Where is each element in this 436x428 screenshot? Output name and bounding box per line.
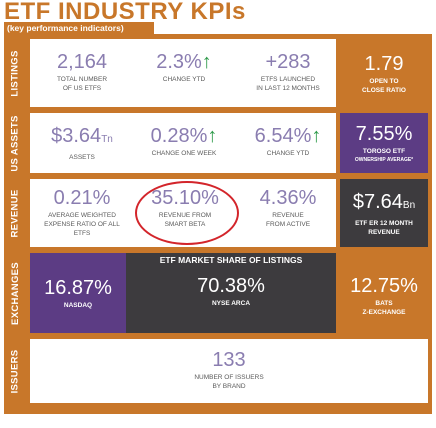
kpi-listings-change-ytd: 2.3%↑ CHANGE YTD bbox=[156, 51, 212, 83]
row-label-us-assets: US ASSETS bbox=[9, 114, 21, 172]
highlight-circle bbox=[135, 181, 239, 245]
kpi-assets: $3.64Tn ASSETS bbox=[51, 125, 113, 161]
listings-panel: 2,164 TOTAL NUMBER OF US ETFs 2.3%↑ CHAN… bbox=[30, 39, 336, 107]
page-title: ETF INDUSTRY KPIs bbox=[4, 0, 246, 25]
kpi-smart-beta-revenue: 35.10% REVENUE FROM SMART BETA bbox=[151, 187, 219, 228]
kpi-change-one-week: 0.28%↑ CHANGE ONE WEEK bbox=[150, 125, 218, 157]
up-arrow-icon: ↑ bbox=[201, 51, 212, 73]
kpi-toroso-ownership: 7.55% TOROSO ETF OWNERSHIP AVERAGE* bbox=[340, 113, 428, 173]
row-revenue: REVENUE 0.21% AVERAGE WEIGHTED EXPENSE R… bbox=[4, 176, 432, 250]
up-arrow-icon: ↑ bbox=[207, 125, 218, 147]
up-arrow-icon: ↑ bbox=[311, 125, 322, 147]
exchanges-heading: ETF MARKET SHARE OF LISTINGS bbox=[159, 255, 303, 265]
kpi-expense-ratio: 0.21% AVERAGE WEIGHTED EXPENSE RATIO OF … bbox=[44, 187, 120, 237]
kpi-etfs-launched: +283 ETFs LAUNCHED IN LAST 12 MONTHS bbox=[256, 51, 320, 92]
kpi-etf-er-revenue: $7.64Bn ETF ER 12 MONTH REVENUE bbox=[340, 179, 428, 247]
row-label-issuers: ISSUERS bbox=[9, 349, 21, 393]
row-exchanges: EXCHANGES 16.87% NASDAQ ETF MARKET SHARE… bbox=[4, 250, 432, 336]
row-label-exchanges: EXCHANGES bbox=[9, 261, 21, 325]
kpi-bats-share: 12.75% BATS Z-EXCHANGE bbox=[340, 253, 428, 333]
kpi-nyse-share: ETF MARKET SHARE OF LISTINGS 70.38% NYSE… bbox=[126, 253, 336, 333]
kpi-open-close-ratio: 1.79 OPEN TO CLOSE RATIO bbox=[340, 39, 428, 107]
row-listings: LISTINGS 2,164 TOTAL NUMBER OF US ETFs 2… bbox=[4, 36, 432, 110]
row-issuers: ISSUERS 133 NUMBER OF ISSUERS BY BRAND bbox=[4, 336, 432, 406]
row-label-listings: LISTINGS bbox=[9, 49, 21, 97]
kpi-total-etfs: 2,164 TOTAL NUMBER OF US ETFs bbox=[56, 51, 108, 92]
us-assets-panel: $3.64Tn ASSETS 0.28%↑ CHANGE ONE WEEK 6.… bbox=[30, 113, 336, 173]
kpi-nasdaq-share: 16.87% NASDAQ bbox=[30, 253, 126, 333]
row-us-assets: US ASSETS $3.64Tn ASSETS 0.28%↑ CHANGE O… bbox=[4, 110, 432, 176]
page-subtitle: (key performance indicators) bbox=[4, 22, 154, 34]
kpi-assets-change-ytd: 6.54%↑ CHANGE YTD bbox=[254, 125, 322, 157]
kpi-issuers: 133 NUMBER OF ISSUERS BY BRAND bbox=[30, 339, 428, 403]
revenue-panel: 0.21% AVERAGE WEIGHTED EXPENSE RATIO OF … bbox=[30, 179, 336, 247]
kpi-active-revenue: 4.36% REVENUE FROM ACTIVE bbox=[259, 187, 317, 228]
row-label-revenue: REVENUE bbox=[9, 188, 21, 238]
